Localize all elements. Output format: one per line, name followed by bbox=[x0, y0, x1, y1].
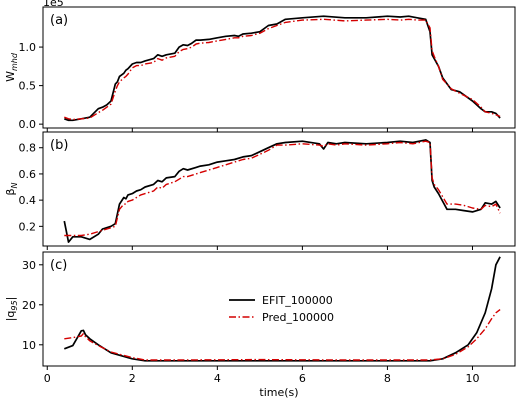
panel-1: 0.0 0.5 1.0 (a) 1e5 Wmhd bbox=[4, 0, 516, 132]
x-tick-label: 2 bbox=[129, 372, 136, 385]
y-axis-label: Wmhd bbox=[4, 52, 19, 82]
legend-label: Pred_100000 bbox=[262, 311, 334, 324]
legend: EFIT_100000 Pred_100000 bbox=[229, 294, 334, 324]
y-axis-label: |q95| bbox=[4, 297, 19, 322]
x-tick-label: 6 bbox=[299, 372, 306, 385]
series-line-pred-100000 bbox=[64, 309, 501, 361]
axes-frame bbox=[42, 131, 516, 247]
y-tick-label: 0.5 bbox=[19, 80, 37, 93]
y-tick-label: 0.2 bbox=[19, 220, 37, 233]
panel-2: 0.2 0.4 0.6 0.8 (b) βN bbox=[4, 131, 516, 250]
y-offset-text: 1e5 bbox=[43, 0, 64, 9]
y-tick-label: 0.4 bbox=[19, 194, 37, 207]
x-axis-label: time(s) bbox=[259, 386, 298, 399]
panel-label: (b) bbox=[50, 138, 68, 153]
series-line-pred-100000 bbox=[64, 140, 501, 237]
y-tick-label: 0.8 bbox=[19, 142, 37, 155]
series-line-efit-100000 bbox=[63, 139, 501, 243]
y-tick-label: 1.0 bbox=[19, 41, 37, 54]
series-line-efit-100000 bbox=[64, 256, 501, 362]
panel-label: (a) bbox=[50, 13, 68, 28]
y-tick-label: 20 bbox=[22, 299, 36, 312]
y-axis-label: βN bbox=[4, 182, 19, 195]
x-tick-label: 8 bbox=[384, 372, 391, 385]
y-tick-label: 10 bbox=[22, 339, 36, 352]
panel-3: 10 20 30 0 2 4 6 8 10 (c) |q95| time(s) EFIT_100000 P… bbox=[4, 251, 516, 399]
y-tick-label: 0.0 bbox=[19, 118, 37, 131]
axes-frame bbox=[42, 251, 516, 367]
y-tick-label: 0.6 bbox=[19, 168, 37, 181]
series-line-efit-100000 bbox=[64, 15, 501, 122]
x-tick-label: 4 bbox=[214, 372, 221, 385]
panel-label: (c) bbox=[50, 258, 67, 273]
x-tick-label: 0 bbox=[44, 372, 51, 385]
y-tick-label: 30 bbox=[22, 259, 36, 272]
legend-label: EFIT_100000 bbox=[262, 294, 333, 307]
x-tick-label: 10 bbox=[465, 372, 479, 385]
series-line-pred-100000 bbox=[64, 18, 501, 121]
axes-frame bbox=[42, 6, 516, 129]
